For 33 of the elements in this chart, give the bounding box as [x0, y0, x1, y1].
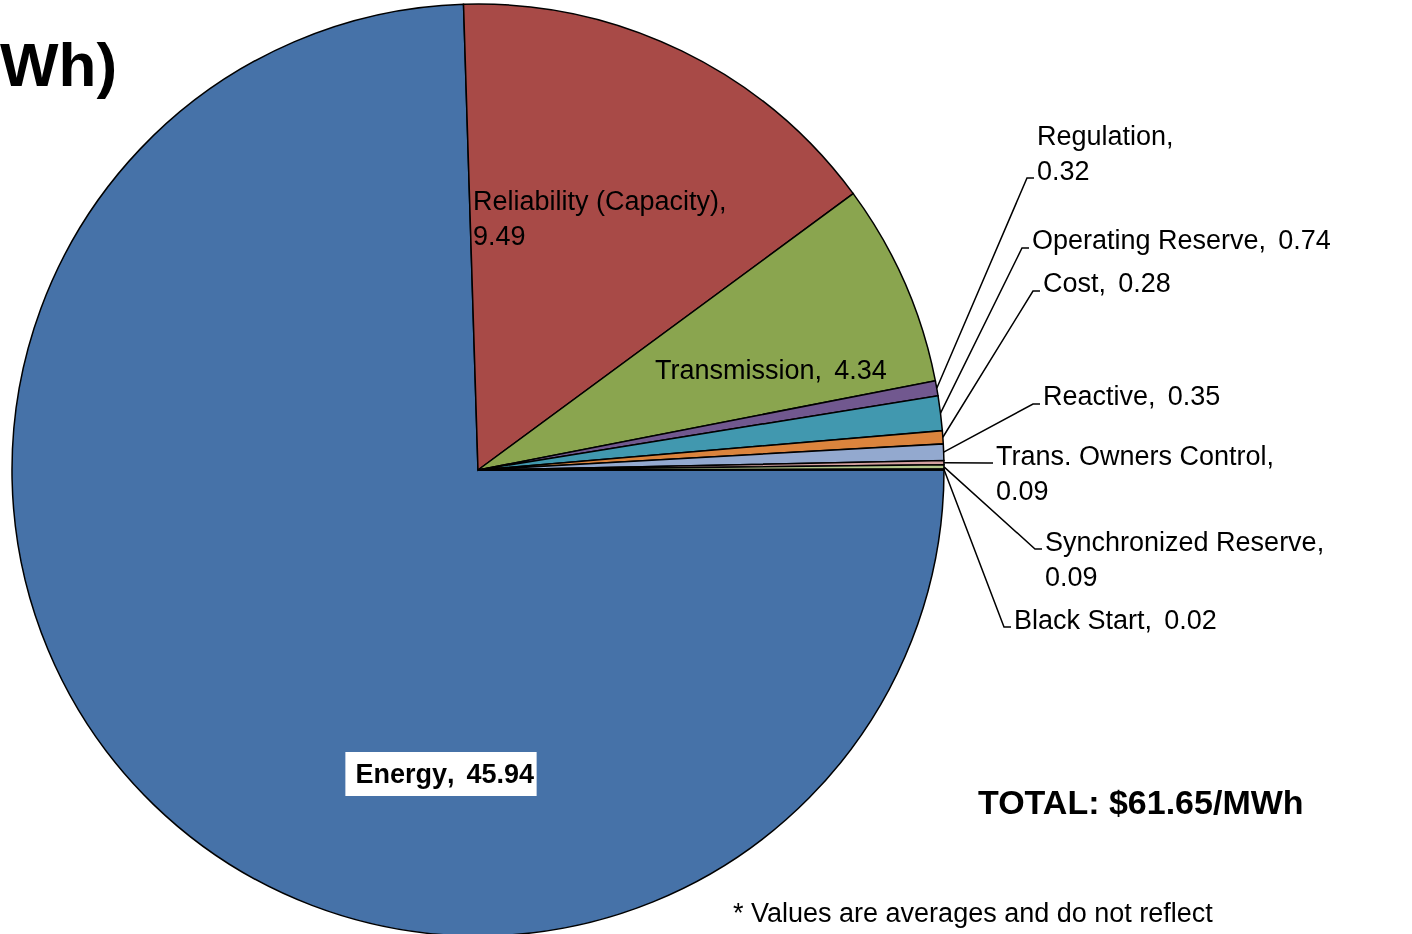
- slice-label: Cost: [1043, 268, 1100, 298]
- text: ,: [1098, 268, 1107, 298]
- text: ,: [1266, 441, 1275, 471]
- text: ,: [1166, 121, 1174, 151]
- slice-label: Operating Reserve: [1032, 225, 1259, 255]
- data-label: 9.49: [473, 221, 526, 251]
- text: ,: [1144, 605, 1153, 635]
- text: ,: [446, 759, 455, 789]
- data-label: 4.34: [834, 355, 887, 385]
- slice-label: Synchronized Reserve: [1045, 527, 1317, 557]
- data-label: 0.74: [1278, 225, 1331, 255]
- data-label: 45.94: [466, 759, 535, 789]
- text: ,: [1258, 225, 1267, 255]
- text: * Values are averages and do not reflect: [733, 898, 1213, 929]
- chart-title: Wh): [0, 30, 118, 100]
- slice-label: Reactive: [1043, 381, 1149, 411]
- text: ,: [1148, 381, 1156, 411]
- data-label: 0.02: [1164, 605, 1217, 635]
- data-label: 0.28: [1118, 268, 1171, 298]
- text: ,: [1316, 527, 1325, 557]
- data-label: 0.32: [1037, 156, 1090, 186]
- slice-label: Reliability (Capacity): [473, 186, 720, 216]
- text: ,: [719, 186, 727, 216]
- data-label: 0.09: [1045, 562, 1098, 592]
- slice-label: Trans. Owners Control: [996, 441, 1267, 471]
- slice-label: Black Start: [1014, 605, 1146, 635]
- slice-label: Transmission: [655, 355, 815, 385]
- data-label: 0.09: [996, 476, 1049, 506]
- text: TOTAL: $61.65/MWh: [978, 783, 1304, 822]
- data-label: 0.35: [1167, 381, 1221, 411]
- slice-label: Energy: [355, 759, 447, 789]
- text: ,: [814, 355, 823, 385]
- slice-label: Regulation: [1037, 121, 1167, 151]
